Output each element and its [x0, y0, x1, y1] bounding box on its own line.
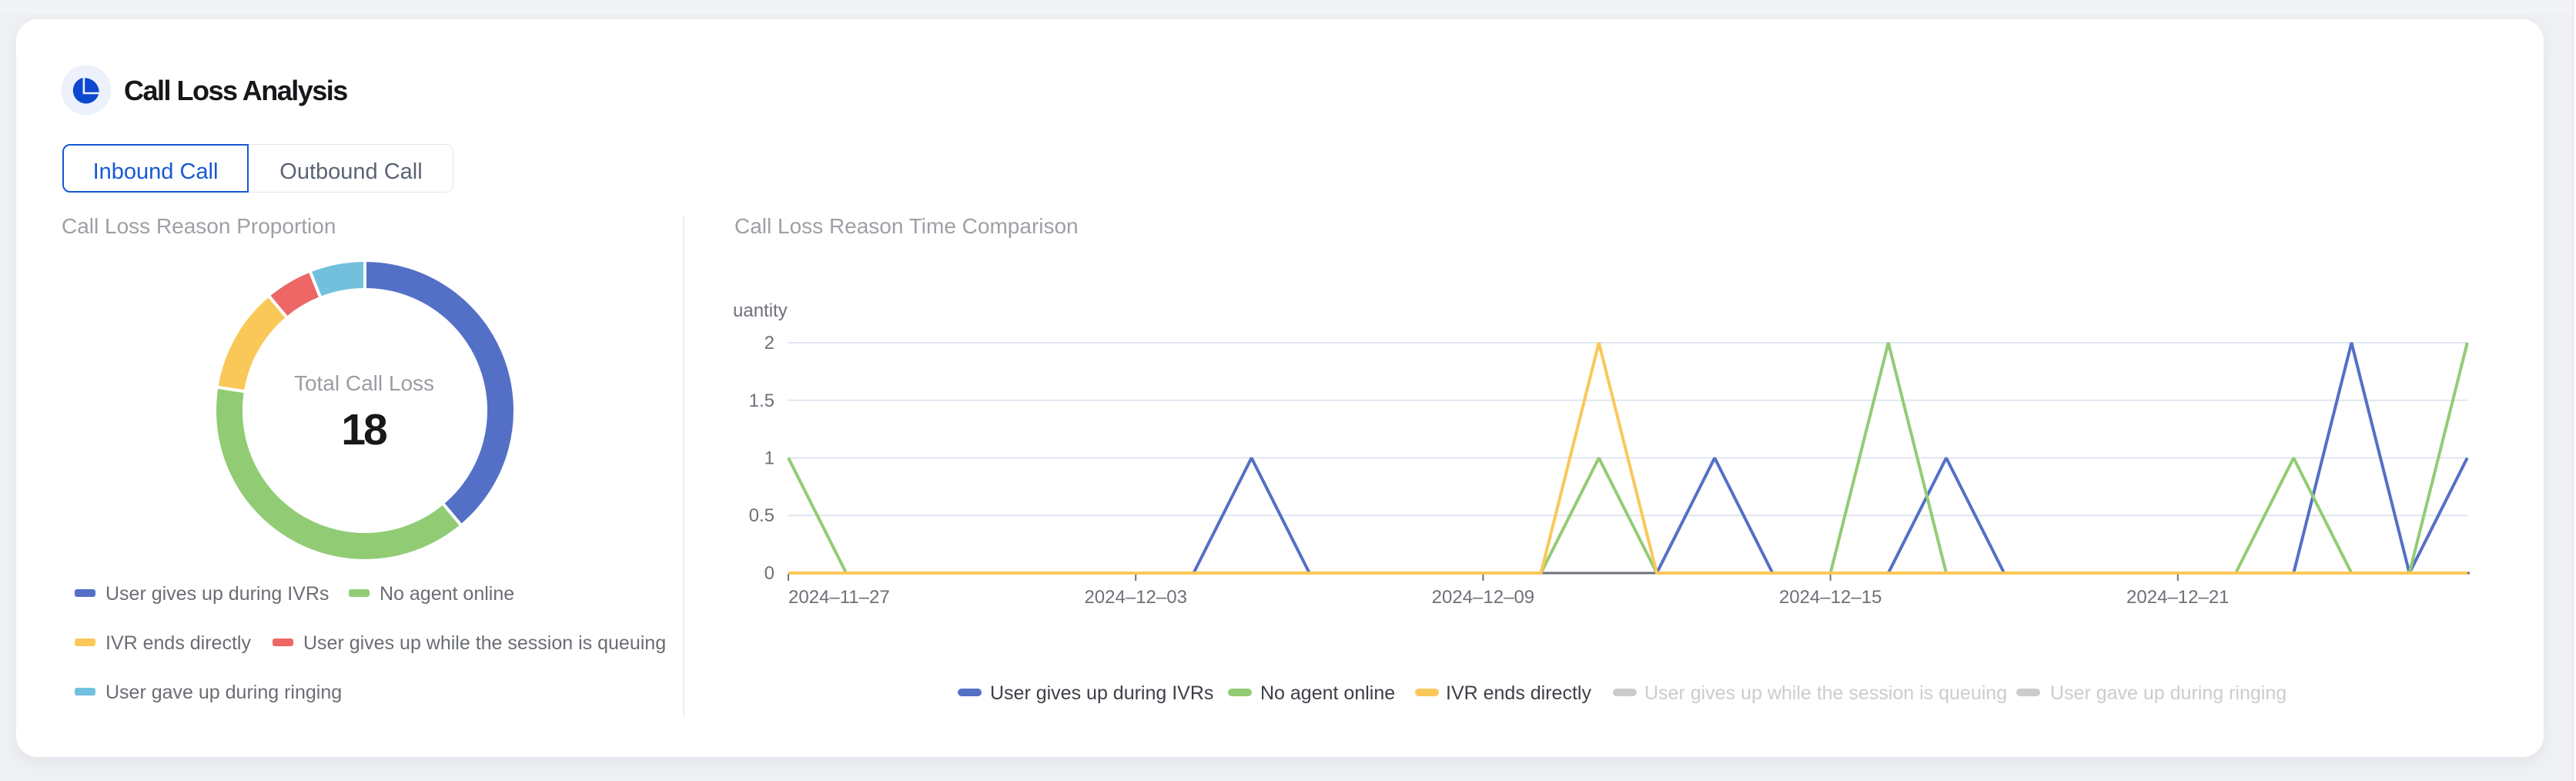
svg-text:User gives up during IVRs: User gives up during IVRs — [105, 583, 329, 605]
svg-text:18: 18 — [341, 405, 386, 454]
svg-text:No agent online: No agent online — [1260, 682, 1395, 704]
svg-text:1: 1 — [764, 448, 774, 469]
svg-text:2: 2 — [764, 333, 774, 354]
svg-text:2024–12–15: 2024–12–15 — [1779, 587, 1882, 608]
svg-text:2024–11–27: 2024–11–27 — [788, 587, 890, 608]
svg-text:User gave up during ringing: User gave up during ringing — [2050, 682, 2287, 704]
svg-text:2024–12–03: 2024–12–03 — [1084, 587, 1186, 608]
svg-text:User gives up while the sessio: User gives up while the session is queui… — [303, 632, 666, 654]
svg-text:User gave up during ringing: User gave up during ringing — [105, 682, 342, 703]
svg-text:0.5: 0.5 — [749, 505, 774, 526]
svg-text:2024–12–09: 2024–12–09 — [1432, 587, 1534, 608]
svg-text:Total Call Loss: Total Call Loss — [294, 371, 434, 395]
svg-text:IVR ends directly: IVR ends directly — [1446, 682, 1591, 704]
svg-text:No agent online: No agent online — [380, 583, 514, 605]
svg-text:2024–12–21: 2024–12–21 — [2126, 587, 2229, 608]
svg-text:1.5: 1.5 — [749, 390, 774, 411]
svg-text:IVR ends directly: IVR ends directly — [105, 632, 251, 654]
svg-text:User gives up during IVRs: User gives up during IVRs — [990, 682, 1213, 704]
svg-text:0: 0 — [764, 563, 774, 584]
svg-text:User gives up while the sessio: User gives up while the session is queui… — [1644, 682, 2007, 704]
svg-text:uantity: uantity — [733, 300, 788, 321]
